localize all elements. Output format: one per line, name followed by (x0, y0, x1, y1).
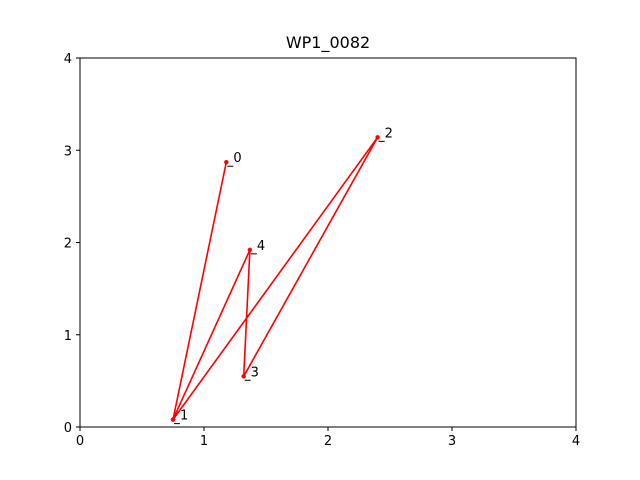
axis-ticks: 0 1 2 3 4 0 1 2 3 4 (64, 52, 580, 449)
y-tick-label: 4 (64, 52, 72, 67)
x-tick-label: 1 (200, 434, 208, 449)
y-tick-label: 2 (64, 237, 72, 252)
x-tick-label: 3 (448, 434, 456, 449)
point-label: 3 (251, 365, 259, 380)
chart-title: WP1_0082 (286, 33, 370, 53)
y-tick-label: 3 (64, 144, 72, 159)
data-point-marker (247, 247, 253, 253)
point-label: 0 (233, 151, 241, 166)
plot-area: 0 1 2 3 4 (170, 126, 393, 425)
data-point-marker (375, 135, 380, 140)
point-label: 4 (257, 239, 265, 254)
point-label: 1 (180, 409, 188, 424)
series-line (172, 136, 379, 421)
x-tick-label: 4 (572, 434, 580, 449)
y-tick-label: 0 (64, 421, 72, 436)
data-point-marker (224, 160, 229, 165)
x-tick-label: 0 (76, 434, 84, 449)
y-tick-label: 1 (64, 329, 72, 344)
data-point-marker (241, 374, 246, 379)
x-tick-label: 2 (324, 434, 332, 449)
point-label: 2 (385, 126, 393, 141)
data-point-marker (170, 417, 176, 422)
